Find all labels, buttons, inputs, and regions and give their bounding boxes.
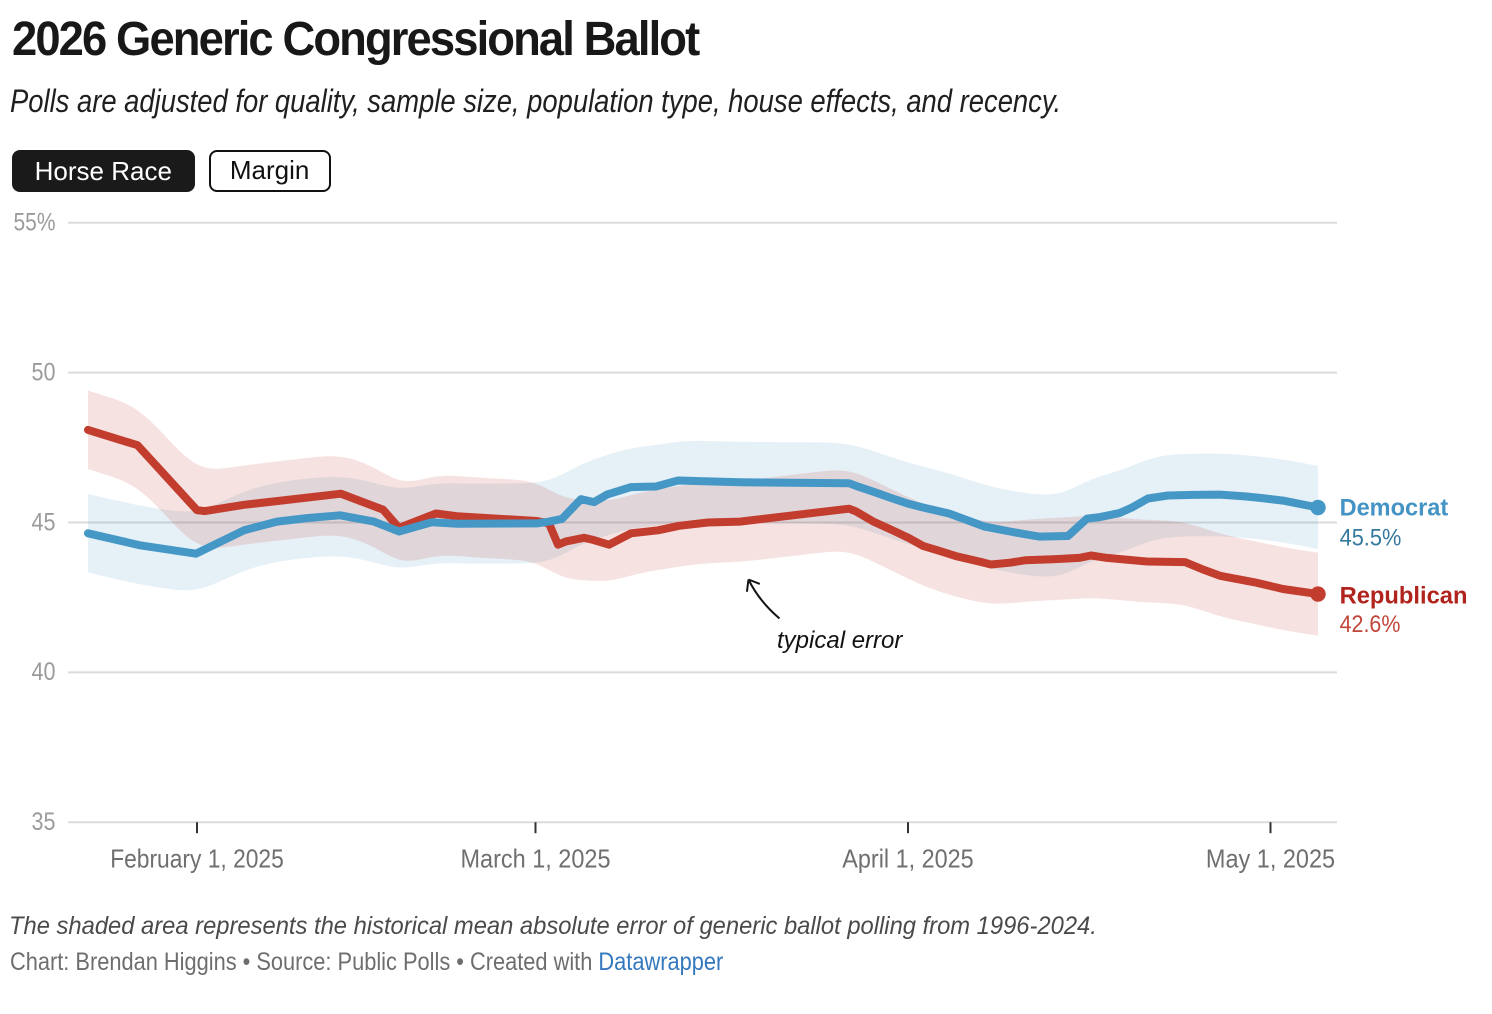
svg-text:45.5%: 45.5% — [1340, 524, 1402, 551]
svg-text:April 1, 2025: April 1, 2025 — [842, 844, 973, 874]
svg-text:35: 35 — [32, 808, 56, 836]
svg-text:Democrat: Democrat — [1340, 495, 1449, 522]
svg-text:typical error: typical error — [777, 627, 903, 654]
svg-text:40: 40 — [32, 658, 56, 686]
svg-text:Republican: Republican — [1340, 582, 1468, 609]
svg-text:May 1, 2025: May 1, 2025 — [1206, 844, 1335, 874]
svg-text:55%: 55% — [14, 209, 56, 237]
svg-text:50: 50 — [32, 358, 56, 386]
svg-text:45: 45 — [32, 508, 56, 536]
svg-text:February 1, 2025: February 1, 2025 — [110, 844, 284, 874]
svg-text:March 1, 2025: March 1, 2025 — [461, 844, 611, 874]
svg-text:42.6%: 42.6% — [1340, 611, 1401, 638]
